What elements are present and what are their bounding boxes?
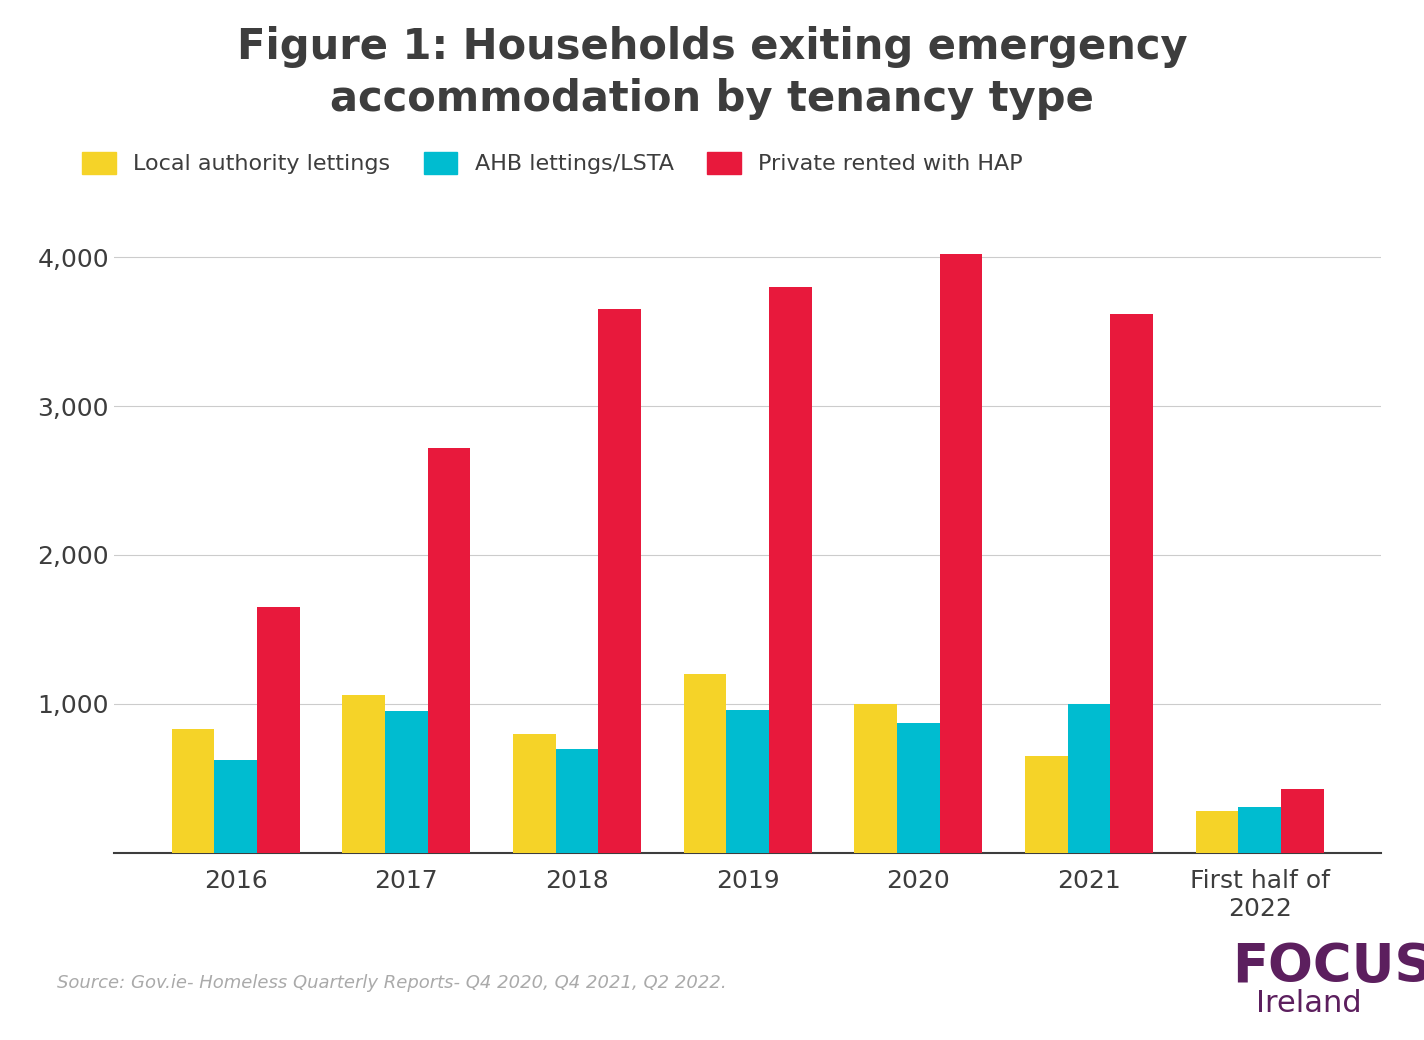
Text: Ireland: Ireland — [1256, 989, 1361, 1018]
Bar — [726, 710, 769, 853]
Bar — [1025, 756, 1068, 853]
Bar — [1068, 704, 1111, 853]
Bar — [384, 711, 427, 853]
Text: FOCUS: FOCUS — [1232, 941, 1424, 993]
Bar — [769, 287, 812, 853]
Bar — [427, 448, 470, 853]
Bar — [342, 695, 384, 853]
Bar — [214, 760, 256, 853]
Bar — [684, 674, 726, 853]
Text: accommodation by tenancy type: accommodation by tenancy type — [330, 78, 1094, 120]
Text: Source: Gov.ie- Homeless Quarterly Reports- Q4 2020, Q4 2021, Q2 2022.: Source: Gov.ie- Homeless Quarterly Repor… — [57, 973, 726, 992]
Bar — [171, 729, 214, 853]
Bar — [555, 749, 598, 853]
Bar — [854, 704, 897, 853]
Text: Figure 1: Households exiting emergency: Figure 1: Households exiting emergency — [236, 26, 1188, 68]
Bar — [940, 254, 983, 853]
Bar — [256, 607, 299, 853]
Bar — [1282, 788, 1324, 853]
Bar — [1196, 811, 1239, 853]
Bar — [897, 723, 940, 853]
Bar — [1111, 314, 1153, 853]
Bar — [513, 733, 555, 853]
Bar — [1239, 807, 1282, 853]
Legend: Local authority lettings, AHB lettings/LSTA, Private rented with HAP: Local authority lettings, AHB lettings/L… — [83, 152, 1022, 175]
Bar — [598, 309, 641, 853]
